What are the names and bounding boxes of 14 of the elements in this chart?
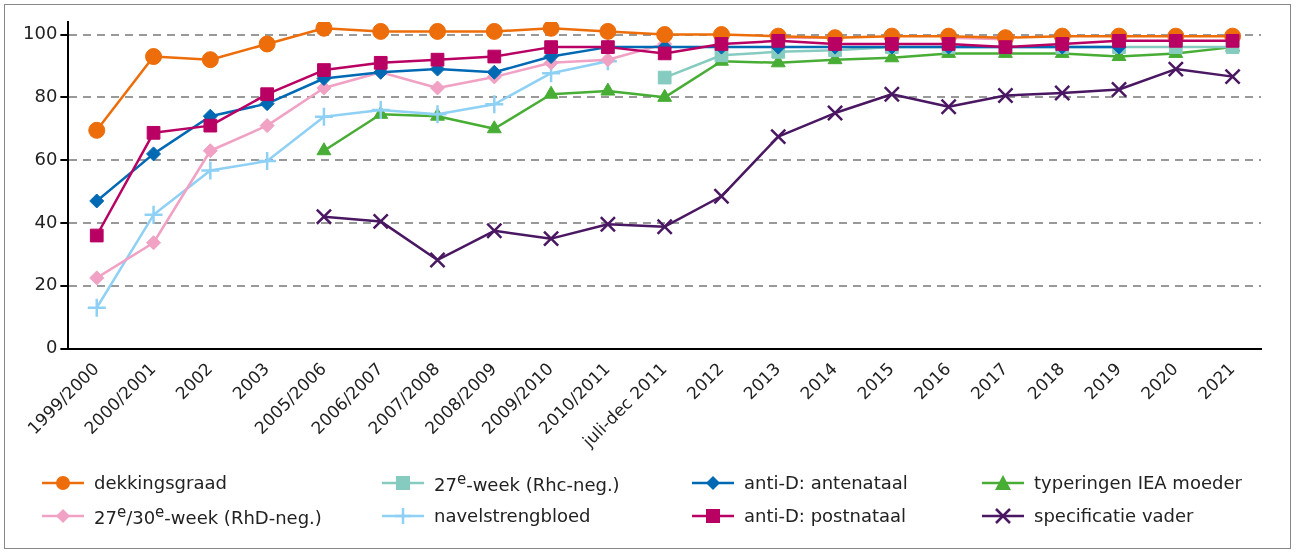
legend-label: 27$^{e}$-week (Rhc-neg.): [434, 470, 620, 495]
legend-label: anti-D: antenataal: [744, 472, 908, 493]
legend-label: typeringen IEA moeder: [1034, 472, 1242, 493]
legend-label: anti-D: postnataal: [744, 505, 907, 526]
y-tick-label: 80: [34, 85, 58, 107]
legend-label: specificatie vader: [1034, 505, 1194, 526]
legend-label: dekkingsgraad: [94, 472, 227, 493]
legend-label: 27$^{e}$/30$^{e}$-week (RhD-neg.): [94, 503, 322, 528]
y-tick-label: 0: [45, 336, 58, 358]
y-tick-label: 40: [34, 210, 58, 232]
legend-label: navelstrengbloed: [434, 505, 591, 526]
y-tick-label: 100: [23, 22, 58, 44]
y-tick-label: 60: [34, 147, 58, 169]
y-tick-label: 20: [34, 273, 58, 295]
